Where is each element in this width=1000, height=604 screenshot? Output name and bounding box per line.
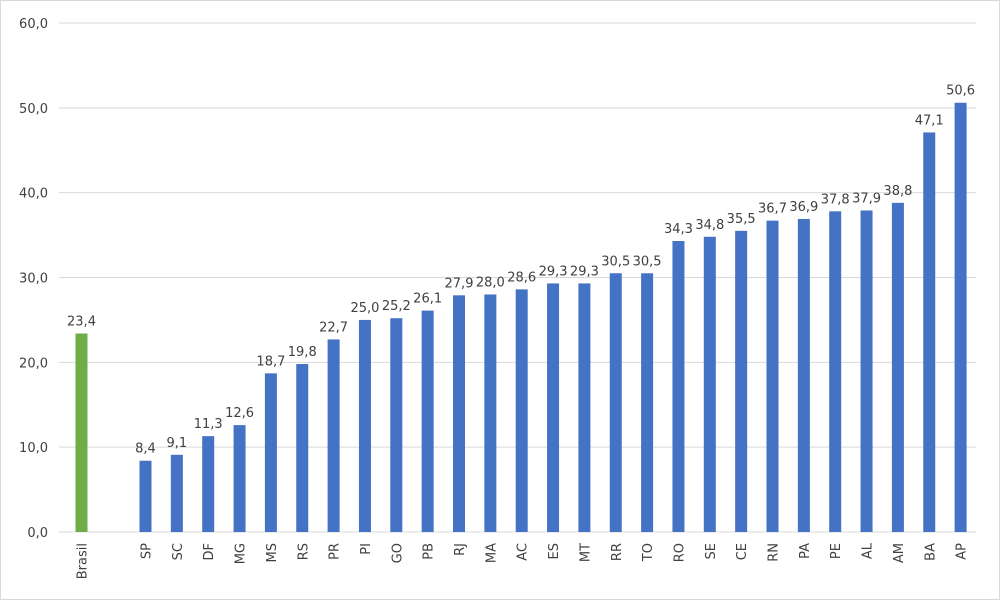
data-label: 34,8 bbox=[695, 218, 724, 233]
bar-es bbox=[547, 283, 560, 532]
data-label: 37,9 bbox=[852, 191, 881, 206]
data-label: 35,5 bbox=[727, 212, 756, 227]
data-label: 36,9 bbox=[789, 200, 818, 215]
x-tick-label: PA bbox=[798, 543, 813, 559]
x-tick-label: AP bbox=[955, 543, 970, 560]
data-label: 38,8 bbox=[883, 184, 912, 199]
x-axis-ticks: Brasil SP SC DF MG MS RS PR PI GO PB RJ MA AC ES MT RR TO… bbox=[76, 542, 970, 579]
y-tick-label: 10,0 bbox=[19, 441, 48, 456]
bar-ma bbox=[484, 294, 497, 532]
y-tick-label: 50,0 bbox=[19, 102, 48, 117]
data-label: 26,1 bbox=[413, 292, 442, 307]
x-tick-label: RR bbox=[610, 543, 625, 561]
bar-al bbox=[860, 210, 873, 532]
y-tick-label: 60,0 bbox=[19, 17, 48, 32]
data-labels: 23,4 8,4 9,1 11,312,6 18,719,822,725,0 25,226… bbox=[67, 84, 975, 457]
bar-to bbox=[641, 273, 654, 532]
x-tick-label: MT bbox=[578, 543, 593, 562]
x-tick-label: PR bbox=[328, 543, 343, 560]
x-tick-label: SP bbox=[140, 543, 155, 559]
data-label: 8,4 bbox=[135, 442, 156, 457]
bar-se bbox=[703, 236, 716, 532]
bar-sp bbox=[139, 460, 152, 532]
x-tick-label: MG bbox=[234, 543, 249, 564]
y-tick-label: 30,0 bbox=[19, 272, 48, 287]
bar-sc bbox=[170, 454, 183, 532]
x-tick-label: GO bbox=[390, 543, 405, 563]
x-tick-label: PE bbox=[829, 543, 844, 559]
x-tick-label: ES bbox=[547, 543, 562, 559]
bar-pr bbox=[327, 339, 340, 532]
data-label: 29,3 bbox=[539, 264, 568, 279]
bar-ms bbox=[264, 373, 277, 532]
x-tick-label: SE bbox=[704, 543, 719, 559]
data-label: 29,3 bbox=[570, 264, 599, 279]
bar-ac bbox=[515, 289, 528, 532]
bar-pe bbox=[829, 211, 842, 532]
x-tick-label: RS bbox=[296, 543, 311, 560]
data-label: 28,6 bbox=[507, 270, 536, 285]
bar-pb bbox=[421, 310, 434, 532]
data-label: 30,5 bbox=[601, 254, 630, 269]
bar-ro bbox=[672, 241, 685, 532]
data-label: 27,9 bbox=[445, 276, 474, 291]
bar-rj bbox=[453, 295, 465, 532]
x-tick-label: MA bbox=[484, 543, 499, 563]
data-label: 28,0 bbox=[476, 275, 505, 290]
bar-rs bbox=[296, 364, 309, 532]
data-label: 19,8 bbox=[288, 345, 317, 360]
bar-am bbox=[891, 202, 904, 532]
x-tick-label: RN bbox=[767, 543, 782, 562]
x-tick-label: AL bbox=[861, 542, 876, 559]
data-label: 47,1 bbox=[915, 113, 944, 128]
x-tick-label: RJ bbox=[453, 543, 468, 556]
bars bbox=[75, 102, 967, 532]
bar-mg bbox=[233, 425, 246, 532]
y-axis-ticks: 0,0 10,0 20,0 30,0 40,0 50,0 60,0 bbox=[19, 17, 48, 541]
data-label: 30,5 bbox=[633, 254, 662, 269]
bar-brasil bbox=[75, 333, 88, 532]
data-label: 11,3 bbox=[194, 417, 223, 432]
bar-rr bbox=[609, 273, 622, 532]
data-label: 37,8 bbox=[821, 192, 850, 207]
bar-df bbox=[202, 436, 215, 532]
x-tick-label: RO bbox=[672, 543, 687, 562]
bar-ap bbox=[954, 102, 967, 532]
data-label: 9,1 bbox=[167, 436, 188, 451]
x-tick-label: PI bbox=[359, 543, 374, 555]
bar-ba bbox=[923, 132, 936, 532]
bar-pa bbox=[797, 218, 810, 532]
bar-rn bbox=[766, 220, 779, 532]
y-tick-label: 0,0 bbox=[27, 526, 48, 541]
data-label: 18,7 bbox=[256, 354, 285, 369]
x-tick-label: BA bbox=[923, 543, 938, 561]
data-label: 50,6 bbox=[946, 84, 975, 99]
y-tick-label: 20,0 bbox=[19, 356, 48, 371]
x-tick-label: DF bbox=[202, 543, 217, 561]
x-tick-label: AC bbox=[516, 543, 531, 561]
bar-ce bbox=[735, 230, 748, 532]
data-label: 34,3 bbox=[664, 222, 693, 237]
data-label: 23,4 bbox=[67, 314, 96, 329]
y-tick-label: 40,0 bbox=[19, 187, 48, 202]
data-label: 25,2 bbox=[382, 299, 411, 314]
x-tick-label: SC bbox=[171, 543, 186, 560]
bar-mt bbox=[578, 283, 591, 532]
bar-go bbox=[390, 318, 403, 532]
x-tick-label: TO bbox=[641, 543, 656, 562]
data-label: 22,7 bbox=[319, 320, 348, 335]
x-tick-label: AM bbox=[892, 543, 907, 563]
x-tick-label: Brasil bbox=[76, 543, 91, 579]
data-label: 25,0 bbox=[350, 301, 379, 316]
data-label: 12,6 bbox=[225, 406, 254, 421]
x-tick-label: PB bbox=[422, 543, 437, 560]
bar-pi bbox=[358, 319, 371, 532]
x-tick-label: CE bbox=[735, 543, 750, 560]
x-tick-label: MS bbox=[265, 543, 280, 562]
data-label: 36,7 bbox=[758, 202, 787, 217]
